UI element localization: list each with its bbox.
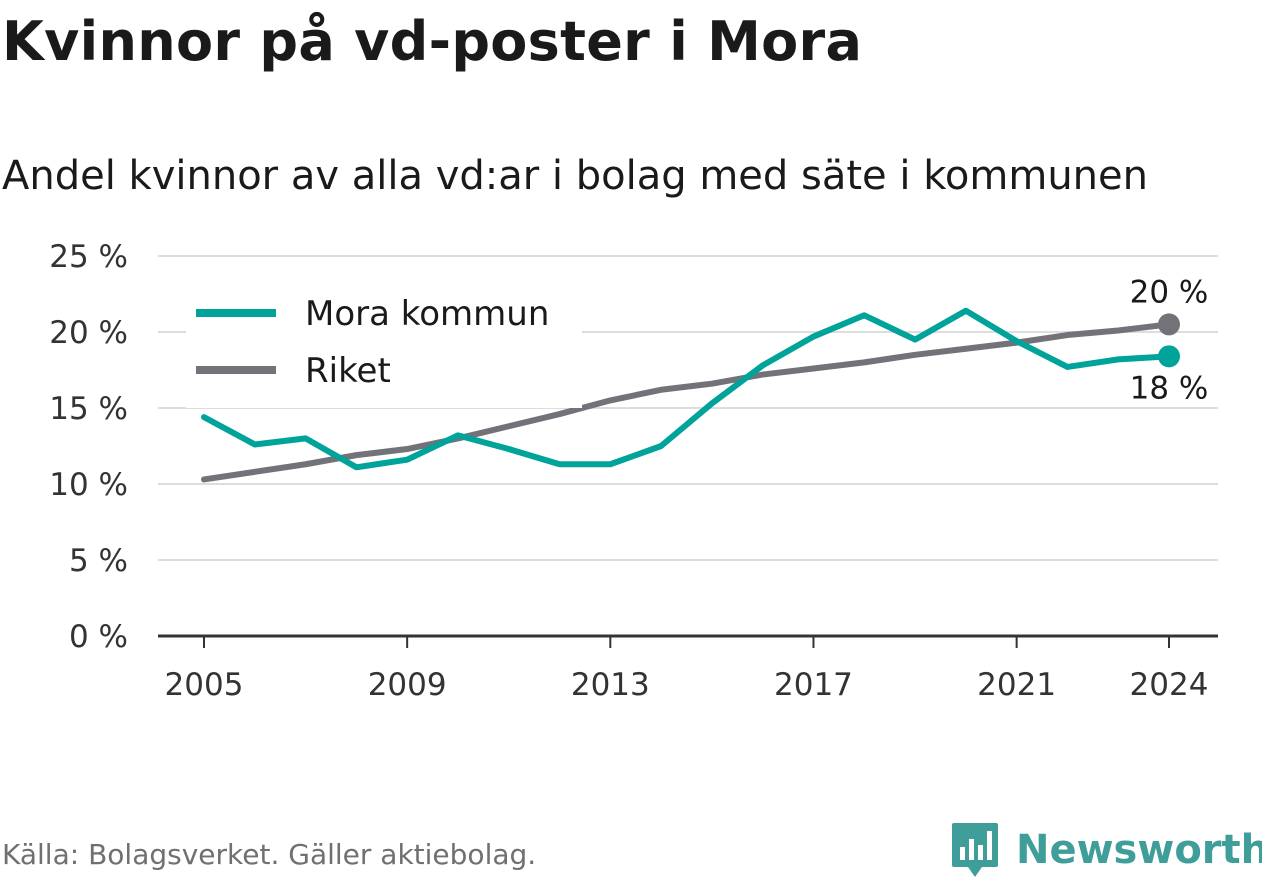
end-value-label: 20 % (1130, 274, 1209, 310)
y-tick-label: 20 % (49, 315, 128, 351)
brand-logo: Newsworthy (950, 820, 1262, 880)
series-line-mora (201, 307, 1172, 471)
x-tick-label: 2009 (368, 667, 447, 703)
end-point-marker (1158, 345, 1180, 368)
y-tick-label: 25 % (49, 239, 128, 275)
x-tick-label: 2024 (1130, 667, 1209, 703)
end-point-marker (1158, 313, 1180, 336)
source-note: Källa: Bolagsverket. Gäller aktiebolag. (2, 838, 537, 871)
x-tick-label: 2021 (977, 667, 1056, 703)
newsworthy-logo-icon (952, 823, 998, 877)
end-value-label: 18 % (1130, 370, 1209, 406)
x-tick-label: 2013 (571, 667, 650, 703)
y-tick-label: 5 % (69, 543, 128, 579)
x-tick-label: 2005 (165, 667, 244, 703)
chart-subtitle: Andel kvinnor av alla vd:ar i bolag med … (2, 153, 1148, 199)
y-tick-label: 0 % (69, 619, 128, 655)
y-tick-label: 10 % (49, 467, 128, 503)
chart-title: Kvinnor på vd-poster i Mora (2, 10, 863, 73)
x-tick-label: 2017 (774, 667, 853, 703)
y-tick-label: 15 % (49, 391, 128, 427)
legend-label: Mora kommun (305, 294, 549, 334)
brand-name: Newsworthy (1016, 827, 1262, 873)
series-line-riket (201, 321, 1172, 483)
legend-label: Riket (305, 351, 391, 391)
